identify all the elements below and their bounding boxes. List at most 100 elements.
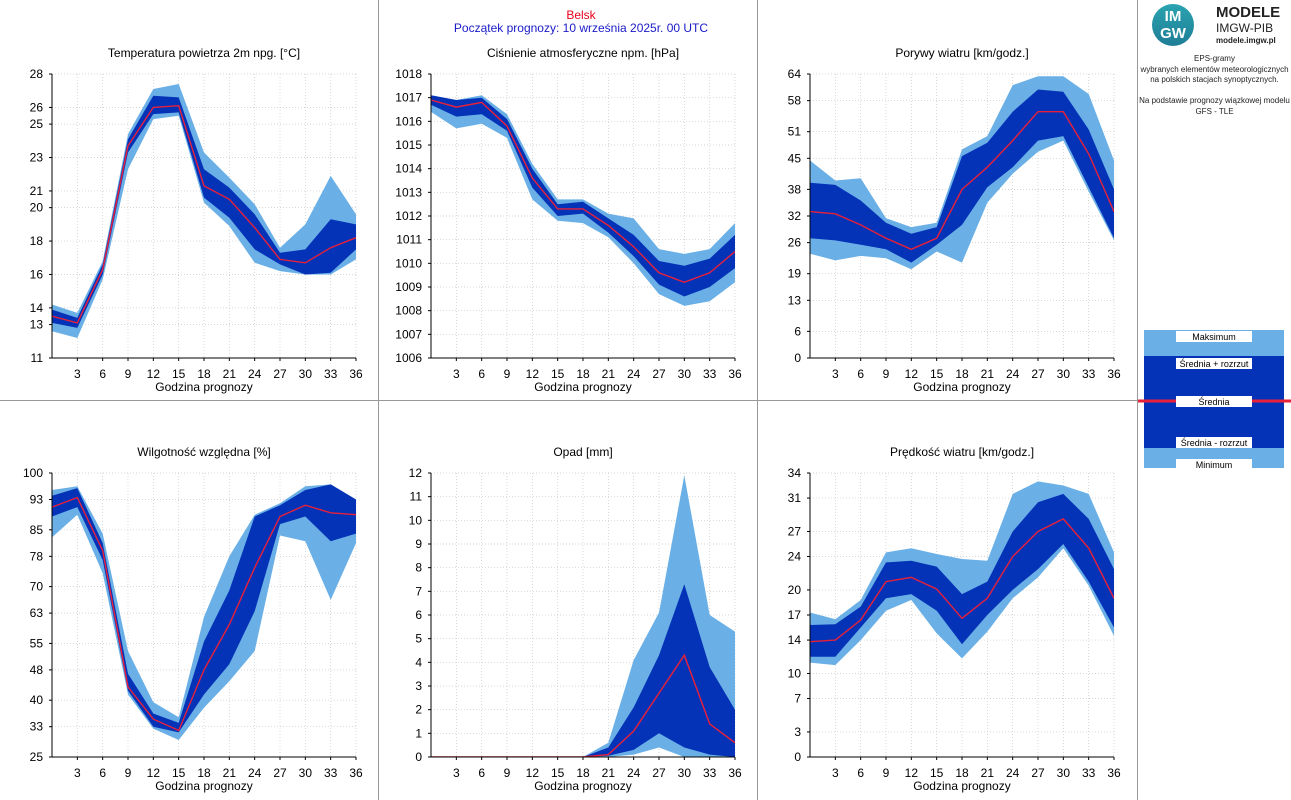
y-tick-label: 24 bbox=[788, 550, 802, 564]
x-tick-label: 3 bbox=[453, 367, 460, 381]
x-tick-label: 24 bbox=[627, 367, 641, 381]
logo-line-modele: MODELE bbox=[1216, 4, 1281, 21]
x-tick-label: 12 bbox=[147, 367, 161, 381]
y-tick-label: 10 bbox=[788, 666, 802, 680]
x-tick-label: 9 bbox=[504, 367, 511, 381]
legend-label-mean-minus: Średnia - rozrzut bbox=[1181, 437, 1248, 448]
y-tick-label: 27 bbox=[788, 524, 802, 538]
chart-temperature: Temperatura powietrza 2m npg. [°C] 11 13 14… bbox=[30, 46, 363, 394]
y-tick-label: 1007 bbox=[395, 327, 422, 341]
description-line: EPS-gramy bbox=[1194, 54, 1235, 63]
x-tick-label: 18 bbox=[576, 766, 590, 780]
imgw-logo-mark: IM GW bbox=[1152, 4, 1194, 46]
y-tick-label: 78 bbox=[30, 549, 44, 563]
legend-label-min: Minimum bbox=[1196, 460, 1233, 470]
y-tick-label: 0 bbox=[415, 750, 422, 764]
chart-title: Prędkość wiatru [km/godz.] bbox=[890, 445, 1034, 459]
y-tick-label: 14 bbox=[30, 301, 44, 315]
y-tick-label: 28 bbox=[30, 67, 44, 81]
x-tick-label: 12 bbox=[905, 766, 919, 780]
y-tick-label: 64 bbox=[788, 67, 802, 81]
y-tick-label: 1006 bbox=[395, 351, 422, 365]
y-tick-label: 18 bbox=[30, 234, 44, 248]
band-spread bbox=[810, 493, 1114, 657]
x-axis-label: Godzina prognozy bbox=[155, 779, 252, 793]
chart-bands bbox=[810, 76, 1114, 270]
x-tick-label: 21 bbox=[981, 367, 995, 381]
y-tick-label: 38 bbox=[788, 182, 802, 196]
x-tick-label: 27 bbox=[1031, 367, 1045, 381]
y-tick-label: 51 bbox=[788, 125, 802, 139]
y-tick-label: 20 bbox=[788, 583, 802, 597]
y-tick-label: 7 bbox=[415, 584, 422, 598]
x-tick-label: 33 bbox=[703, 367, 717, 381]
x-tick-label: 15 bbox=[551, 367, 565, 381]
x-tick-label: 3 bbox=[74, 766, 81, 780]
x-tick-label: 18 bbox=[955, 766, 969, 780]
y-tick-label: 1013 bbox=[395, 185, 422, 199]
x-tick-label: 15 bbox=[172, 766, 186, 780]
y-tick-label: 2 bbox=[415, 703, 422, 717]
x-tick-label: 27 bbox=[652, 367, 666, 381]
x-tick-label: 30 bbox=[678, 766, 692, 780]
y-tick-label: 23 bbox=[30, 151, 44, 165]
y-tick-label: 5 bbox=[415, 632, 422, 646]
x-axis-label: Godzina prognozy bbox=[913, 779, 1010, 793]
x-tick-label: 33 bbox=[1082, 367, 1096, 381]
x-tick-label: 21 bbox=[602, 766, 616, 780]
chart-pressure: Ciśnienie atmosferyczne npm. [hPa] 1006 10… bbox=[395, 46, 742, 394]
y-tick-label: 9 bbox=[415, 537, 422, 551]
y-tick-label: 7 bbox=[794, 692, 801, 706]
x-tick-label: 30 bbox=[299, 367, 313, 381]
logo-line-url[interactable]: modele.imgw.pl bbox=[1216, 36, 1276, 45]
x-tick-label: 33 bbox=[324, 766, 338, 780]
series-mean-line bbox=[52, 496, 356, 732]
x-tick-label: 6 bbox=[99, 766, 106, 780]
series-mean-line bbox=[810, 110, 1114, 251]
band-spread bbox=[431, 584, 735, 757]
y-tick-label: 1 bbox=[415, 726, 422, 740]
panel-dividers bbox=[0, 0, 1138, 800]
y-tick-label: 6 bbox=[415, 608, 422, 622]
series-mean-line bbox=[52, 104, 356, 324]
chart-wind-speed: Prędkość wiatru [km/godz.] 0 3 7 10 14 17 20 24 2… bbox=[788, 445, 1121, 793]
legend-label-mean: Średnia bbox=[1198, 396, 1229, 407]
y-tick-label: 10 bbox=[409, 513, 423, 527]
x-tick-label: 27 bbox=[652, 766, 666, 780]
x-tick-label: 3 bbox=[74, 367, 81, 381]
legend-label-mean-plus: Średnia + rozrzut bbox=[1180, 358, 1249, 369]
y-tick-label: 40 bbox=[30, 693, 44, 707]
y-tick-label: 11 bbox=[410, 490, 423, 504]
y-tick-label: 34 bbox=[788, 466, 802, 480]
y-tick-label: 1012 bbox=[395, 209, 422, 223]
x-tick-label: 6 bbox=[99, 367, 106, 381]
chart-bands bbox=[52, 84, 356, 338]
x-tick-label: 27 bbox=[273, 766, 287, 780]
legend-label-max: Maksimum bbox=[1192, 332, 1236, 342]
y-tick-label: 8 bbox=[415, 561, 422, 575]
x-tick-label: 12 bbox=[526, 766, 540, 780]
series-mean-line bbox=[431, 99, 735, 284]
y-tick-label: 16 bbox=[30, 267, 44, 281]
y-tick-label: 0 bbox=[794, 750, 801, 764]
x-tick-label: 30 bbox=[678, 367, 692, 381]
x-tick-label: 15 bbox=[172, 367, 186, 381]
imgw-logo: IM GW MODELE IMGW-PIB modele.imgw.pl bbox=[1146, 2, 1286, 46]
y-tick-label: 55 bbox=[30, 636, 44, 650]
x-tick-label: 6 bbox=[857, 766, 864, 780]
x-tick-label: 24 bbox=[1006, 766, 1020, 780]
x-tick-label: 30 bbox=[299, 766, 313, 780]
x-tick-label: 33 bbox=[324, 367, 338, 381]
x-tick-label: 27 bbox=[1031, 766, 1045, 780]
y-tick-label: 21 bbox=[30, 184, 44, 198]
x-tick-label: 18 bbox=[197, 766, 211, 780]
x-tick-label: 24 bbox=[627, 766, 641, 780]
y-tick-label: 26 bbox=[30, 100, 44, 114]
band-legend: Maksimum Średnia + rozrzut Średnia Średn… bbox=[1138, 330, 1291, 470]
y-tick-label: 25 bbox=[30, 750, 44, 764]
description: EPS-gramy wybranych elementów meteorolog… bbox=[1138, 54, 1291, 117]
y-tick-label: 3 bbox=[415, 679, 422, 693]
band-spread bbox=[810, 89, 1114, 263]
y-tick-label: 1015 bbox=[395, 138, 422, 152]
